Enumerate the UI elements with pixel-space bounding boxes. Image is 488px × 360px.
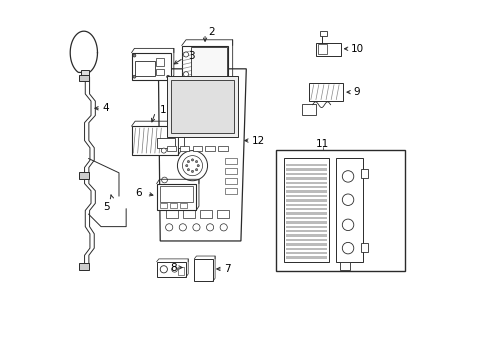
Bar	[200, 210, 212, 218]
Bar	[284, 158, 328, 262]
Bar	[192, 146, 202, 151]
Circle shape	[195, 161, 197, 163]
Circle shape	[192, 224, 200, 231]
Circle shape	[197, 165, 199, 167]
Circle shape	[171, 266, 177, 272]
Bar	[160, 203, 167, 208]
Circle shape	[342, 171, 353, 182]
Bar	[156, 69, 163, 75]
Text: 10: 10	[350, 44, 363, 54]
Bar	[335, 158, 362, 262]
Bar	[316, 42, 340, 56]
Bar	[180, 203, 187, 208]
Circle shape	[160, 266, 167, 273]
Bar	[171, 80, 234, 134]
Circle shape	[166, 75, 169, 78]
Bar	[79, 172, 89, 179]
Bar	[224, 178, 237, 184]
Bar	[79, 263, 89, 270]
Bar	[319, 31, 326, 36]
Text: 4: 4	[102, 103, 109, 113]
Bar	[308, 83, 343, 101]
Bar	[205, 146, 214, 151]
Text: 3: 3	[187, 51, 194, 61]
Bar	[360, 169, 367, 178]
Circle shape	[191, 159, 193, 161]
Bar	[157, 138, 174, 148]
Text: 12: 12	[251, 136, 264, 145]
Bar	[167, 76, 238, 137]
Circle shape	[342, 242, 353, 254]
Text: 11: 11	[315, 139, 328, 149]
Circle shape	[182, 156, 202, 176]
Circle shape	[165, 224, 172, 231]
Circle shape	[177, 150, 207, 181]
Bar	[156, 184, 196, 211]
Text: 1: 1	[160, 105, 166, 115]
Text: 2: 2	[208, 27, 215, 37]
Circle shape	[133, 54, 136, 57]
Text: 6: 6	[135, 188, 142, 198]
Bar	[178, 267, 183, 275]
Bar	[224, 158, 237, 164]
Bar	[178, 137, 183, 148]
Circle shape	[195, 168, 197, 171]
Circle shape	[206, 224, 213, 231]
Bar	[301, 104, 316, 115]
Circle shape	[191, 170, 193, 172]
Bar	[317, 44, 326, 54]
Bar	[165, 210, 178, 218]
Circle shape	[162, 177, 167, 183]
Bar	[131, 126, 178, 155]
Circle shape	[183, 72, 188, 77]
Bar	[79, 75, 89, 81]
Circle shape	[342, 219, 353, 230]
Text: 7: 7	[224, 264, 230, 274]
Bar	[183, 210, 195, 218]
Polygon shape	[158, 69, 246, 241]
Bar	[156, 262, 185, 277]
Circle shape	[133, 75, 136, 78]
Circle shape	[342, 194, 353, 206]
Bar	[224, 188, 237, 194]
Bar	[156, 58, 163, 66]
Bar	[135, 61, 155, 76]
Circle shape	[161, 148, 166, 153]
Bar	[159, 186, 193, 202]
Bar	[179, 146, 188, 151]
Circle shape	[183, 52, 188, 57]
Circle shape	[187, 168, 189, 171]
Bar	[224, 168, 237, 174]
Text: 5: 5	[103, 202, 109, 212]
Text: 8: 8	[170, 262, 177, 273]
Bar	[194, 259, 212, 281]
Bar	[339, 262, 349, 270]
Bar	[217, 210, 229, 218]
Bar	[190, 47, 226, 80]
Bar	[81, 70, 88, 76]
Bar	[182, 45, 228, 83]
Bar	[170, 203, 177, 208]
Text: 9: 9	[352, 87, 359, 97]
Circle shape	[220, 224, 227, 231]
Bar	[131, 53, 171, 80]
Circle shape	[185, 165, 187, 167]
Bar	[276, 149, 405, 271]
Circle shape	[187, 161, 189, 163]
Bar	[360, 243, 367, 252]
Bar	[218, 146, 227, 151]
Circle shape	[179, 224, 186, 231]
Bar	[166, 146, 176, 151]
